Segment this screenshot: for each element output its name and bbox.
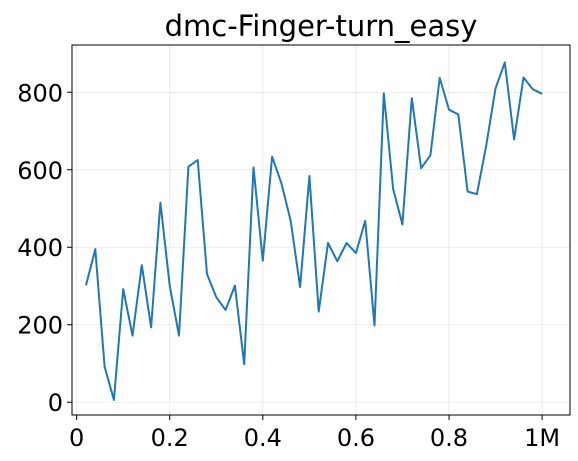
x-tick-label: 0.8 <box>430 424 468 452</box>
axes-frame <box>71 44 571 416</box>
y-tick-label: 800 <box>17 79 63 107</box>
x-tick-label: 1M <box>524 424 560 452</box>
y-tick-label: 200 <box>17 312 63 340</box>
series-group <box>85 61 543 401</box>
x-tick-label: 0.2 <box>151 424 189 452</box>
x-tick-label: 0.6 <box>337 424 375 452</box>
series-line <box>85 61 543 401</box>
y-tick-label: 400 <box>17 234 63 262</box>
x-tick-label: 0.4 <box>244 424 282 452</box>
grid <box>72 45 570 415</box>
x-axis: 0 0.2 0.4 0.6 0.8 1M <box>69 415 560 452</box>
y-tick-label: 600 <box>17 157 63 185</box>
chart-title: dmc-Finger-turn_easy <box>165 9 478 43</box>
y-tick-label: 0 <box>48 389 63 417</box>
plot-frame <box>71 44 571 416</box>
x-tick-label: 0 <box>69 424 84 452</box>
y-axis: 0 200 400 600 800 <box>17 79 72 417</box>
